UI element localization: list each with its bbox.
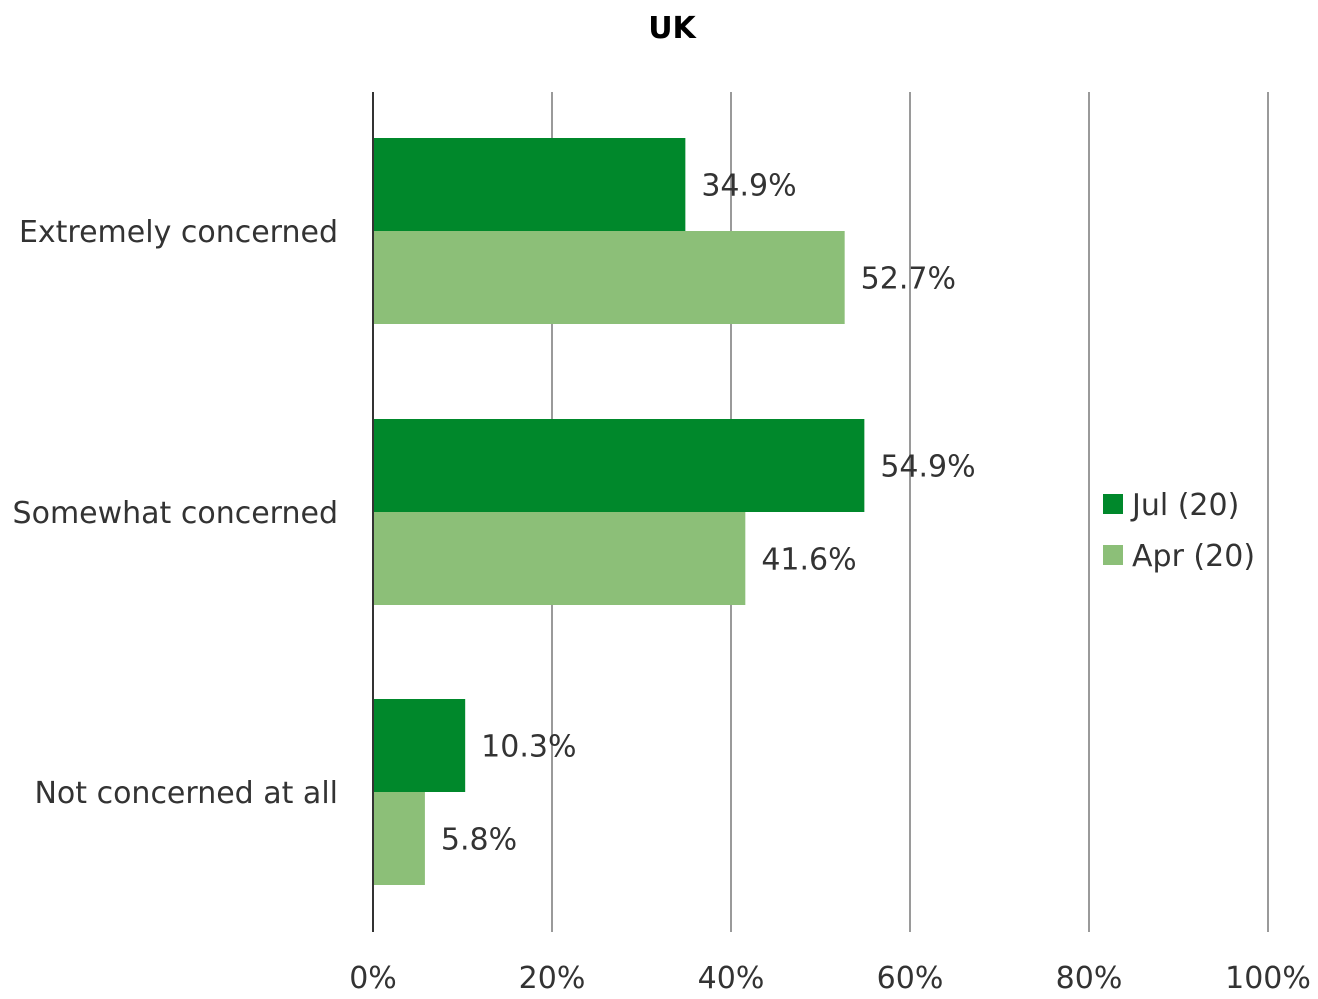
bar	[373, 231, 845, 324]
bar	[373, 699, 466, 792]
data-label: 34.9%	[701, 169, 796, 204]
category-label: Somewhat concerned	[13, 496, 338, 531]
legend-label: Jul (20)	[1130, 488, 1239, 523]
bar	[373, 419, 865, 512]
bar	[373, 138, 686, 231]
x-tick-label: 40%	[698, 961, 765, 995]
data-label: 41.6%	[761, 543, 856, 578]
legend-swatch	[1103, 494, 1123, 514]
axes: 0% 20% 40% 60% 80% 100% Extremely concerned Som…	[13, 92, 1311, 996]
data-label: 54.9%	[880, 450, 975, 485]
x-tick-label: 100%	[1225, 961, 1311, 995]
category-label: Not concerned at all	[34, 776, 338, 811]
legend-swatch	[1103, 545, 1123, 565]
bar	[373, 792, 425, 885]
chart-title: UK	[648, 11, 697, 46]
x-tick-label: 60%	[877, 961, 944, 995]
x-tick-label: 0%	[349, 961, 397, 995]
x-tick-label: 80%	[1056, 961, 1123, 995]
x-tick-label: 20%	[519, 961, 586, 995]
legend: Jul (20) Apr (20)	[1103, 488, 1255, 574]
data-label: 52.7%	[861, 262, 956, 297]
category-label: Extremely concerned	[19, 215, 338, 250]
data-label: 5.8%	[441, 823, 517, 858]
bar	[373, 512, 746, 605]
data-label: 10.3%	[481, 730, 576, 765]
bars: 34.9% 52.7% 54.9% 41.6% 10.3% 5.8%	[373, 138, 976, 885]
legend-label: Apr (20)	[1132, 539, 1255, 574]
